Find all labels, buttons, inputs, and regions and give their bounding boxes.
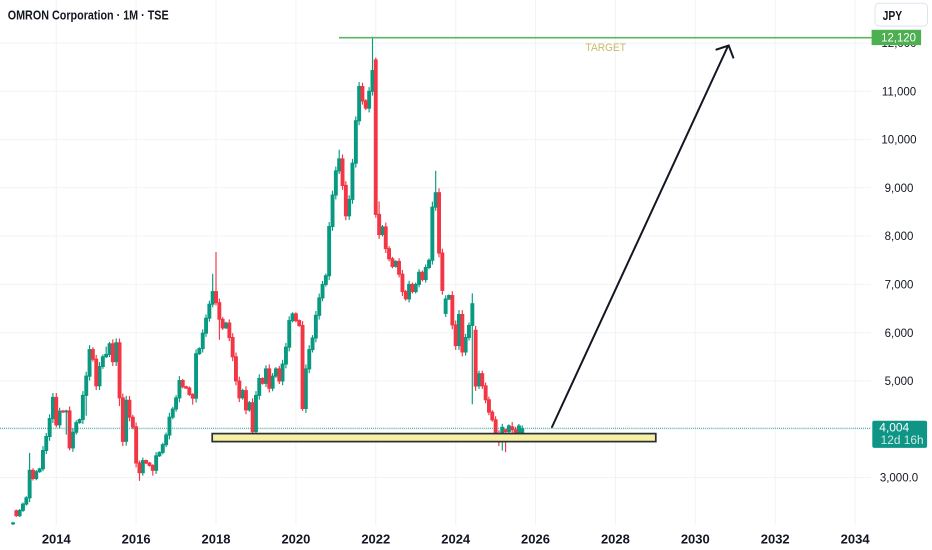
svg-text:2032: 2032: [761, 532, 790, 547]
svg-text:12,120: 12,120: [881, 31, 916, 45]
svg-text:2030: 2030: [681, 532, 710, 547]
svg-text:OMRON Corporation · 1M · TSE: OMRON Corporation · 1M · TSE: [8, 7, 169, 22]
svg-text:4,004: 4,004: [879, 422, 910, 434]
svg-text:2026: 2026: [521, 532, 550, 547]
svg-text:3,000.0: 3,000.0: [880, 473, 918, 485]
svg-text:2024: 2024: [441, 532, 471, 547]
svg-text:2020: 2020: [281, 532, 310, 547]
svg-text:JPY: JPY: [883, 8, 903, 23]
svg-text:8,000: 8,000: [885, 231, 914, 243]
svg-text:2014: 2014: [42, 532, 72, 547]
svg-text:TARGET: TARGET: [586, 42, 627, 54]
svg-text:2028: 2028: [601, 532, 630, 547]
svg-text:2034: 2034: [841, 532, 871, 547]
svg-text:2018: 2018: [202, 532, 231, 547]
svg-text:5,000: 5,000: [885, 376, 914, 388]
svg-text:2022: 2022: [361, 532, 390, 547]
svg-text:10,000: 10,000: [881, 135, 916, 147]
svg-text:7,000: 7,000: [885, 280, 914, 292]
svg-text:9,000: 9,000: [885, 183, 914, 195]
svg-text:6,000: 6,000: [885, 328, 914, 340]
svg-text:12d 16h: 12d 16h: [881, 435, 924, 447]
svg-text:11,000: 11,000: [882, 86, 916, 98]
svg-text:2016: 2016: [122, 532, 151, 547]
